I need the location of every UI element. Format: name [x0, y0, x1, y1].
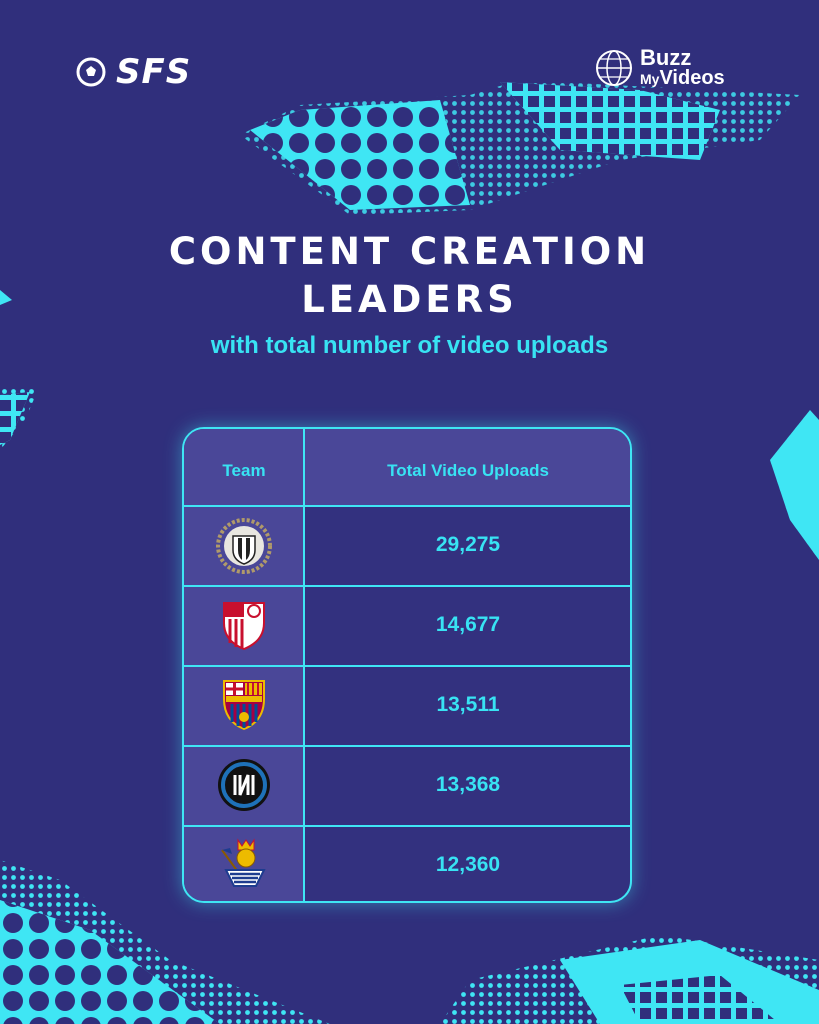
uploads-table: Team Total Video Uploads 29,275 14,677 — [182, 427, 632, 903]
page-subtitle: with total number of video uploads — [210, 332, 609, 359]
uploads-value: 12,360 — [435, 853, 501, 876]
table-row: 12,360 — [184, 826, 630, 901]
globe-icon — [596, 50, 632, 86]
row-divider — [184, 825, 630, 827]
title-line-1: CONTENT CREATION — [168, 230, 651, 273]
title-line-2: LEADERS — [301, 278, 518, 321]
sevilla-crest-icon — [223, 602, 265, 651]
page-title: CONTENT CREATION LEADERS — [0, 228, 819, 324]
uploads-value: 29,275 — [435, 533, 501, 556]
row-divider — [184, 745, 630, 747]
uploads-value: 13,368 — [435, 773, 501, 796]
barcelona-crest-icon — [223, 680, 265, 731]
row-divider — [184, 505, 630, 507]
row-divider — [184, 665, 630, 667]
table-row: 29,275 — [184, 506, 630, 585]
table-row: 13,368 — [184, 746, 630, 825]
buzzmyvideos-buzz: Buzz — [640, 45, 692, 71]
table-row: 14,677 — [184, 586, 630, 665]
inter-crest-icon — [218, 759, 270, 811]
uploads-value: 14,677 — [435, 613, 501, 636]
header-total-video-uploads: Total Video Uploads — [387, 461, 549, 480]
table-header-background — [184, 429, 630, 506]
udinese-crest-icon — [216, 518, 272, 574]
header-team: Team — [222, 461, 266, 480]
soccer-ball-icon — [76, 57, 106, 87]
sfs-logo: SFS — [76, 55, 191, 89]
buzzmyvideos-logo: Buzz MyVideos — [594, 45, 725, 89]
real-sociedad-crest-icon — [221, 838, 266, 887]
buzzmyvideos-my: My — [640, 70, 660, 87]
sfs-logo-text: SFS — [116, 52, 192, 92]
row-divider — [184, 585, 630, 587]
buzzmyvideos-videos: Videos — [659, 66, 725, 89]
table-row: 13,511 — [184, 666, 630, 745]
uploads-value: 13,511 — [436, 693, 500, 716]
